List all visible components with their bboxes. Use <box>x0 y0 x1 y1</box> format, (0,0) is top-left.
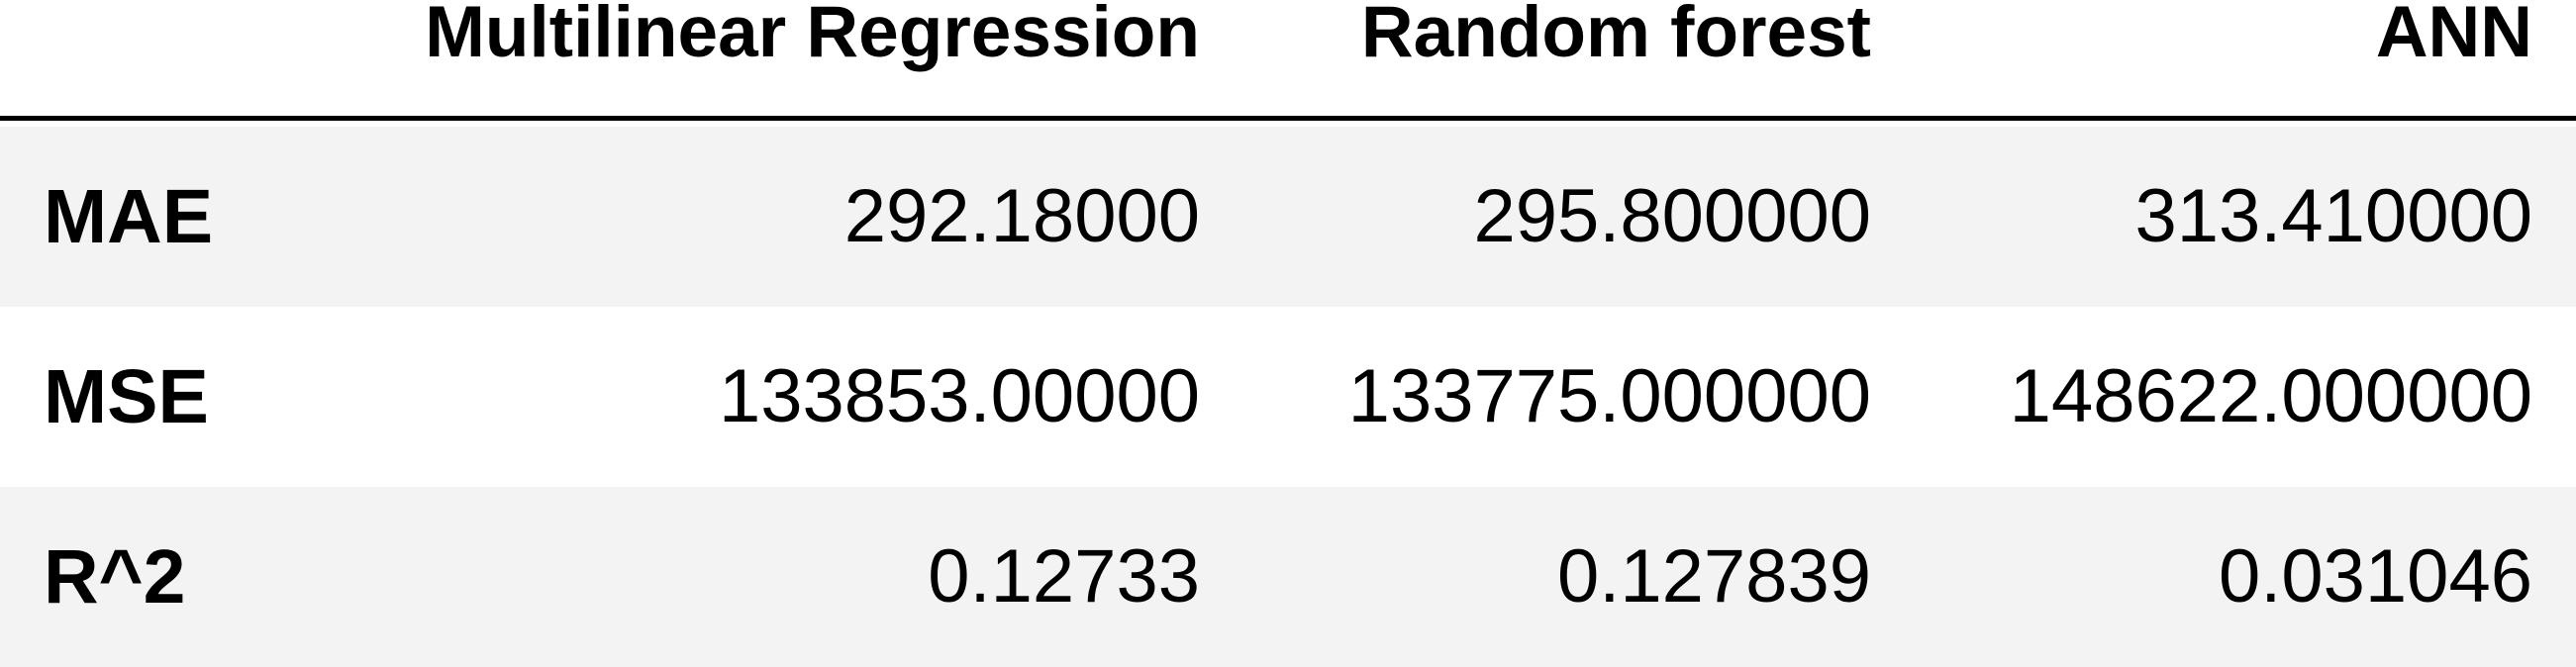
row-label-r-squared: R^2 <box>44 533 186 619</box>
table-row-r-squared: R^2 0.12733 0.127839 0.031046 <box>0 487 2576 667</box>
table-header-row: Multilinear Regression Random forest ANN <box>0 0 2576 121</box>
table-cell: 133853.00000 <box>718 354 1200 438</box>
table-cell: 0.12733 <box>928 534 1200 619</box>
table-cell: 313.410000 <box>2134 174 2532 258</box>
table-cell: 0.031046 <box>2219 534 2532 619</box>
row-label-mse: MSE <box>44 353 209 439</box>
table-row-mae: MAE 292.18000 295.800000 313.410000 <box>0 127 2576 307</box>
table-row-mse: MSE 133853.00000 133775.000000 148622.00… <box>0 307 2576 487</box>
table-cell: 295.800000 <box>1473 174 1871 258</box>
table-cell: 148622.000000 <box>2009 354 2532 438</box>
table-cell: 292.18000 <box>843 174 1200 258</box>
column-header-random-forest: Random forest <box>1360 0 1871 72</box>
column-header-ann: ANN <box>2375 0 2532 72</box>
table-cell: 0.127839 <box>1557 534 1871 619</box>
column-header-multilinear-regression: Multilinear Regression <box>425 0 1200 72</box>
row-label-mae: MAE <box>44 173 214 259</box>
table-cell: 133775.000000 <box>1347 354 1871 438</box>
